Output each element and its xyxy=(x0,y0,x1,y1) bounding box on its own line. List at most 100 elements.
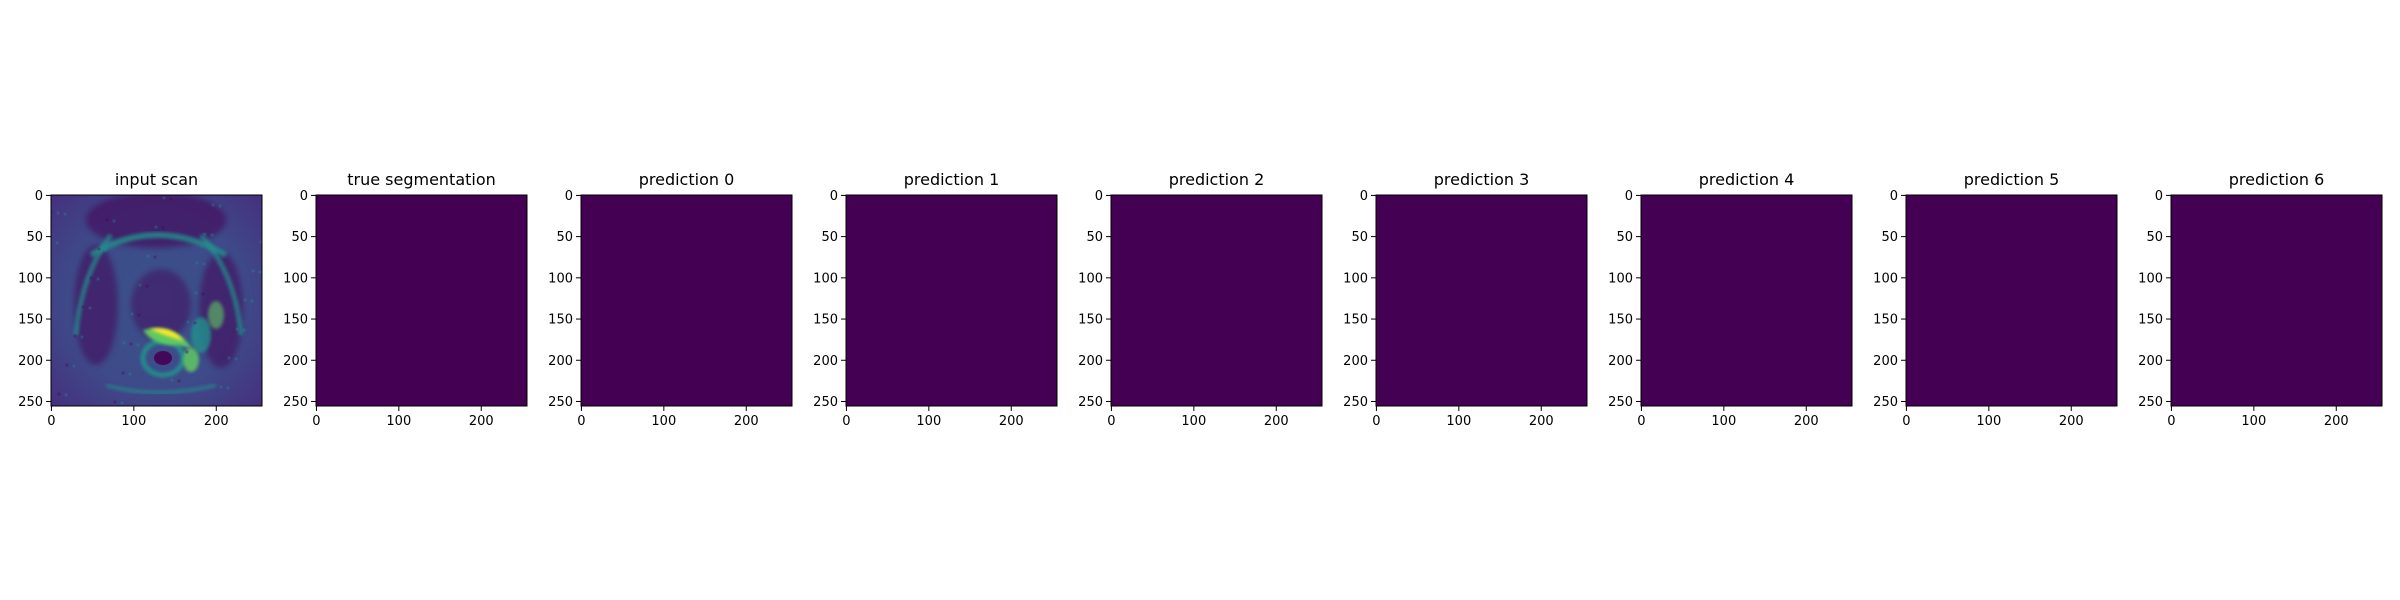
x-tick-label: 100 xyxy=(386,414,411,429)
panel-6: prediction 4 0 100 200 0 50 100 150 200 250 xyxy=(1608,170,1853,429)
panel-8: prediction 6 0 100 200 0 50 100 150 200 250 xyxy=(2138,170,2383,429)
y-tick-label: 0 xyxy=(1625,189,1633,204)
panel-title: prediction 0 xyxy=(639,170,735,189)
x-tick-label: 100 xyxy=(1711,414,1736,429)
segmentation-mask-image xyxy=(1376,195,1587,406)
axes-frame xyxy=(580,194,793,407)
axes-frame xyxy=(1905,194,2118,407)
y-tick-label: 150 xyxy=(18,313,43,328)
segmentation-mask-image xyxy=(316,195,527,406)
y-tick-label: 50 xyxy=(1351,230,1368,245)
y-tick-label: 250 xyxy=(1873,395,1898,410)
y-tick-label: 0 xyxy=(2155,189,2163,204)
y-tick-label: 250 xyxy=(2138,395,2163,410)
y-tick-label: 200 xyxy=(1873,354,1898,369)
panel-title: prediction 1 xyxy=(904,170,1000,189)
segmentation-mask-image xyxy=(581,195,792,406)
panel-title: input scan xyxy=(115,170,198,189)
x-tick-label: 100 xyxy=(121,414,146,429)
y-tick-label: 250 xyxy=(18,395,43,410)
y-tick-label: 100 xyxy=(283,271,308,286)
y-tick-label: 0 xyxy=(1890,189,1898,204)
x-tick-label: 100 xyxy=(1976,414,2001,429)
y-tick-label: 50 xyxy=(1086,230,1103,245)
axes-frame xyxy=(50,194,263,407)
y-tick-label: 250 xyxy=(548,395,573,410)
segmentation-mask-image xyxy=(846,195,1057,406)
panel-5: prediction 3 0 100 200 0 50 100 150 200 250 xyxy=(1343,170,1588,429)
y-tick-label: 150 xyxy=(1343,313,1368,328)
segmentation-mask-image xyxy=(2171,195,2382,406)
y-tick-label: 200 xyxy=(2138,354,2163,369)
x-tick-label: 200 xyxy=(734,414,759,429)
x-tick-label: 0 xyxy=(47,414,55,429)
x-tick-label: 0 xyxy=(1107,414,1115,429)
y-tick-label: 250 xyxy=(1078,395,1103,410)
y-tick-label: 150 xyxy=(283,313,308,328)
x-tick-label: 100 xyxy=(2241,414,2266,429)
axes-frame xyxy=(315,194,528,407)
panel-2: prediction 0 0 100 200 0 50 100 150 200 250 xyxy=(548,170,793,429)
segmentation-mask-image xyxy=(1111,195,1322,406)
x-tick-label: 100 xyxy=(651,414,676,429)
x-tick-label: 200 xyxy=(1794,414,1819,429)
x-tick-label: 0 xyxy=(577,414,585,429)
panel-7: prediction 5 0 100 200 0 50 100 150 200 250 xyxy=(1873,170,2118,429)
y-tick-label: 200 xyxy=(1078,354,1103,369)
y-tick-label: 100 xyxy=(1343,271,1368,286)
y-tick-label: 100 xyxy=(1873,271,1898,286)
y-tick-label: 50 xyxy=(1881,230,1898,245)
y-tick-label: 100 xyxy=(548,271,573,286)
panel-title: prediction 2 xyxy=(1169,170,1265,189)
x-tick-label: 0 xyxy=(1902,414,1910,429)
segmentation-mask-image xyxy=(1641,195,1852,406)
panel-0: input scan 0 100 200 0 50 100 150 200 250 xyxy=(18,170,263,429)
y-tick-label: 100 xyxy=(1608,271,1633,286)
x-tick-label: 200 xyxy=(469,414,494,429)
x-tick-label: 0 xyxy=(312,414,320,429)
x-tick-label: 200 xyxy=(2059,414,2084,429)
y-tick-label: 250 xyxy=(1608,395,1633,410)
y-tick-label: 150 xyxy=(548,313,573,328)
panel-1: true segmentation 0 100 200 0 50 100 150 200 250 xyxy=(283,170,528,429)
x-tick-label: 0 xyxy=(1372,414,1380,429)
panel-title: true segmentation xyxy=(347,170,496,189)
y-tick-label: 100 xyxy=(1078,271,1103,286)
axes-frame xyxy=(845,194,1058,407)
y-tick-label: 0 xyxy=(35,189,43,204)
y-tick-label: 200 xyxy=(283,354,308,369)
x-tick-label: 0 xyxy=(2167,414,2175,429)
y-tick-label: 200 xyxy=(1343,354,1368,369)
y-tick-label: 100 xyxy=(18,271,43,286)
y-tick-label: 50 xyxy=(26,230,43,245)
y-tick-label: 150 xyxy=(2138,313,2163,328)
panel-title: prediction 4 xyxy=(1699,170,1795,189)
y-tick-label: 0 xyxy=(300,189,308,204)
y-tick-label: 200 xyxy=(18,354,43,369)
y-tick-label: 250 xyxy=(813,395,838,410)
panel-title: prediction 5 xyxy=(1964,170,2060,189)
y-tick-label: 150 xyxy=(1078,313,1103,328)
y-tick-label: 200 xyxy=(548,354,573,369)
x-tick-label: 100 xyxy=(1181,414,1206,429)
y-tick-label: 50 xyxy=(1616,230,1633,245)
segmentation-mask-image xyxy=(1906,195,2117,406)
panel-4: prediction 2 0 100 200 0 50 100 150 200 250 xyxy=(1078,170,1323,429)
x-tick-label: 100 xyxy=(1446,414,1471,429)
y-tick-label: 100 xyxy=(813,271,838,286)
x-tick-label: 200 xyxy=(1529,414,1554,429)
y-tick-label: 200 xyxy=(813,354,838,369)
y-tick-label: 150 xyxy=(1873,313,1898,328)
y-tick-label: 0 xyxy=(565,189,573,204)
y-tick-label: 50 xyxy=(821,230,838,245)
y-tick-label: 0 xyxy=(1360,189,1368,204)
x-tick-label: 200 xyxy=(2324,414,2349,429)
x-tick-label: 200 xyxy=(999,414,1024,429)
x-tick-label: 200 xyxy=(1264,414,1289,429)
x-tick-label: 100 xyxy=(916,414,941,429)
y-tick-label: 0 xyxy=(830,189,838,204)
y-tick-label: 250 xyxy=(1343,395,1368,410)
panel-title: prediction 3 xyxy=(1434,170,1530,189)
axes-frame xyxy=(1375,194,1588,407)
